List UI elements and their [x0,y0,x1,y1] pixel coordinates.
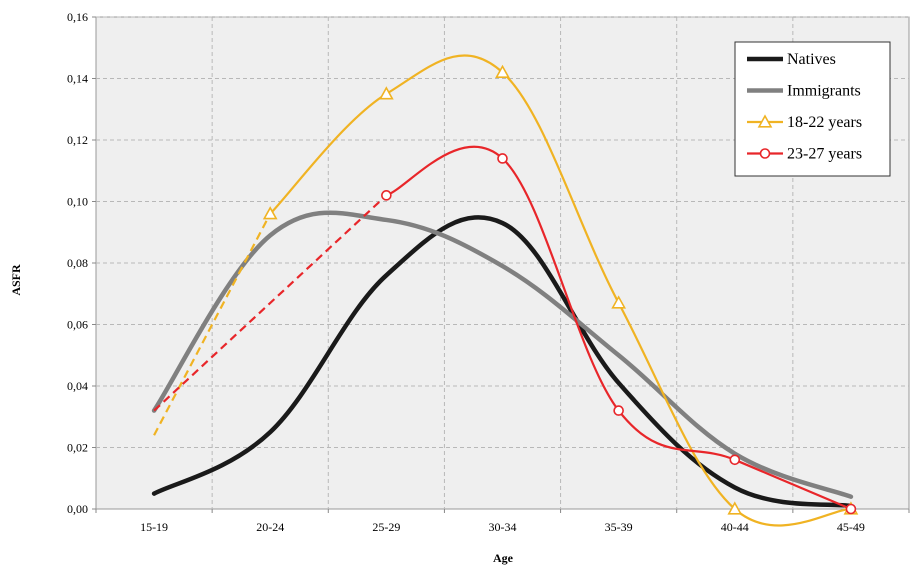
x-axis-ticks: 15-19 20-24 25-29 30-34 35-39 40-44 45-49 [95,509,910,534]
y-tick-label: 0,16 [67,10,88,24]
data-point-marker [845,503,857,515]
x-tick-label: 45-49 [837,520,865,534]
x-tick-label: 15-19 [140,520,168,534]
series-18-22-years [153,54,859,527]
y-tick-label: 0,10 [67,195,88,209]
y-tick-label: 0,06 [67,318,88,332]
x-tick-label: 20-24 [256,520,284,534]
series-immigrants [151,210,854,499]
y-axis-ticks: 0,00 0,02 0,04 0,06 0,08 0,10 0,12 0,14 0,16 [67,10,96,516]
y-axis-title: ASFR [9,264,23,296]
series-dashed-segment [153,194,388,412]
legend-label: 18-22 years [787,114,862,131]
series-line [385,145,853,511]
y-tick-label: 0,02 [67,441,88,455]
grid [96,16,909,509]
series-dashed-segment [153,213,272,436]
series-group [151,54,859,527]
legend-label: Natives [787,51,836,68]
series-line [151,215,854,509]
data-point-marker [378,86,394,100]
data-point-marker [495,64,510,78]
x-axis-title: Age [493,551,514,565]
x-tick-label: 25-29 [372,520,400,534]
y-tick-label: 0,00 [67,502,88,516]
x-tick-label: 35-39 [605,520,633,534]
data-point-marker [611,295,627,309]
x-tick-label: 30-34 [489,520,517,534]
legend-label: Immigrants [787,83,861,100]
data-point-marker [381,190,392,201]
data-point-marker [497,153,508,164]
y-tick-label: 0,04 [67,379,88,393]
legend: Natives Immigrants 18-22 years 23-27 years [734,41,891,177]
series-line [151,210,854,499]
data-point-marker [757,114,773,128]
y-tick-label: 0,08 [67,256,88,270]
y-tick-label: 0,14 [67,72,88,86]
series-23-27-years [153,145,857,515]
data-point-marker [613,405,624,416]
y-tick-label: 0,12 [67,133,88,147]
data-point-marker [727,501,743,515]
data-point-marker [729,454,741,466]
data-point-marker [759,148,771,159]
series-natives [151,215,854,509]
x-tick-label: 40-44 [721,520,749,534]
data-point-marker [262,206,278,220]
legend-label: 23-27 years [787,146,862,163]
